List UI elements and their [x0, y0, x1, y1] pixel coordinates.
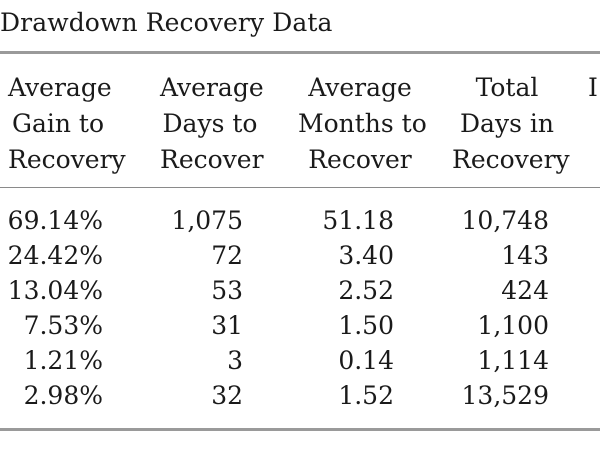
table-row: 1.21% 3 0.14 1,114 [0, 343, 600, 378]
days-to-recover-cell: 72 [211, 241, 243, 270]
table-row: 69.14% 1,075 51.18 10,748 [0, 203, 600, 238]
header-average-months-to-recover: Average Months to Recover [298, 70, 427, 178]
top-rule [0, 51, 600, 54]
table-title: Drawdown Recovery Data [0, 8, 333, 37]
total-days-in-recovery-cell: 13,529 [461, 381, 549, 410]
header-line: I [588, 73, 598, 102]
months-to-recover-cell: 0.14 [338, 346, 394, 375]
gain-to-recovery-cell: 69.14% [7, 206, 103, 235]
days-to-recover-cell: 31 [211, 311, 243, 340]
header-line: Average [308, 73, 412, 102]
bottom-rule [0, 428, 600, 431]
header-line: Total [475, 73, 539, 102]
total-days-in-recovery-cell: 1,100 [477, 311, 549, 340]
header-line: Recovery [452, 145, 570, 174]
header-line: Recover [308, 145, 412, 174]
gain-to-recovery-cell: 1.21% [23, 346, 103, 375]
header-line: Days in [460, 109, 554, 138]
header-average-gain-to-recovery: Average Gain to Recovery [8, 70, 126, 178]
months-to-recover-cell: 1.52 [338, 381, 394, 410]
header-line: Days to [162, 109, 258, 138]
months-to-recover-cell: 3.40 [338, 241, 394, 270]
table-row: 13.04% 53 2.52 424 [0, 273, 600, 308]
days-to-recover-cell: 3 [227, 346, 243, 375]
header-line: Months to [298, 109, 427, 138]
table-row: 2.98% 32 1.52 13,529 [0, 378, 600, 413]
months-to-recover-cell: 1.50 [338, 311, 394, 340]
total-days-in-recovery-cell: 143 [501, 241, 549, 270]
days-to-recover-cell: 53 [211, 276, 243, 305]
header-line: Recover [160, 145, 264, 174]
months-to-recover-cell: 51.18 [322, 206, 394, 235]
gain-to-recovery-cell: 2.98% [23, 381, 103, 410]
total-days-in-recovery-cell: 1,114 [477, 346, 549, 375]
table-body: 69.14% 1,075 51.18 10,748 24.42% 72 3.40… [0, 203, 600, 413]
total-days-in-recovery-cell: 424 [501, 276, 549, 305]
header-partial-column: I [588, 70, 600, 106]
gain-to-recovery-cell: 24.42% [7, 241, 103, 270]
header-line: Gain to [11, 109, 105, 138]
days-to-recover-cell: 32 [211, 381, 243, 410]
total-days-in-recovery-cell: 10,748 [461, 206, 549, 235]
header-average-days-to-recover: Average Days to Recover [160, 70, 264, 178]
table-row: 24.42% 72 3.40 143 [0, 238, 600, 273]
header-line: Average [160, 73, 264, 102]
months-to-recover-cell: 2.52 [338, 276, 394, 305]
gain-to-recovery-cell: 7.53% [23, 311, 103, 340]
header-line: Recovery [8, 145, 126, 174]
header-line: Average [8, 73, 112, 102]
table-row: 7.53% 31 1.50 1,100 [0, 308, 600, 343]
header-total-days-in-recovery: Total Days in Recovery [452, 70, 570, 178]
gain-to-recovery-cell: 13.04% [7, 276, 103, 305]
header-rule [0, 187, 600, 188]
days-to-recover-cell: 1,075 [171, 206, 243, 235]
